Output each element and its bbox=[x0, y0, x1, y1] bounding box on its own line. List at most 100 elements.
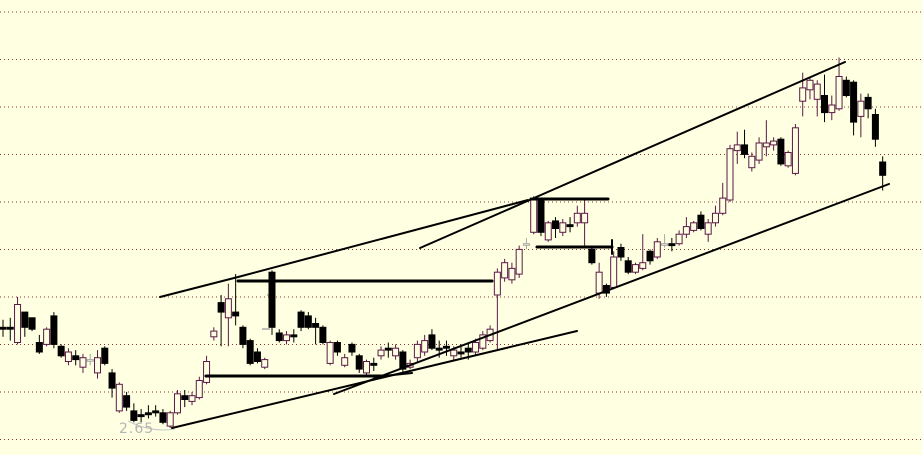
candle-body bbox=[304, 315, 312, 328]
candle-body bbox=[94, 357, 102, 374]
candle-body bbox=[799, 87, 807, 102]
candle-body bbox=[210, 330, 218, 338]
candle-body bbox=[442, 345, 450, 349]
candle-body bbox=[631, 264, 639, 273]
candle-body bbox=[166, 412, 174, 427]
candle-body bbox=[791, 127, 799, 174]
candle-body bbox=[515, 248, 523, 275]
candle-body bbox=[333, 342, 341, 353]
candle-body bbox=[28, 317, 36, 330]
candle-body bbox=[588, 248, 596, 264]
candle-body bbox=[253, 351, 261, 362]
candle-body bbox=[472, 342, 480, 353]
candle-body bbox=[421, 340, 429, 353]
candle-body bbox=[617, 247, 625, 258]
candle-body bbox=[501, 262, 509, 279]
candle-body bbox=[224, 298, 232, 319]
candle-body bbox=[479, 334, 487, 349]
candle-body bbox=[152, 410, 160, 414]
candle-body bbox=[137, 414, 145, 418]
candle-body bbox=[384, 347, 392, 351]
candle-body bbox=[268, 271, 276, 328]
candle-body bbox=[261, 359, 269, 368]
candle-body bbox=[719, 197, 727, 214]
candle-body bbox=[239, 326, 247, 345]
candle-body bbox=[552, 220, 560, 229]
candle-body bbox=[711, 212, 719, 224]
wedge-inner-line bbox=[419, 198, 533, 249]
candle-body bbox=[173, 393, 181, 414]
candle-body bbox=[682, 226, 690, 235]
candle-body bbox=[828, 104, 836, 114]
candle-body bbox=[573, 212, 581, 224]
candle-body bbox=[86, 359, 94, 362]
candle-body bbox=[348, 343, 356, 353]
candle-body bbox=[275, 332, 283, 342]
candle-body bbox=[108, 372, 116, 389]
candle-body bbox=[777, 138, 785, 165]
candle-body bbox=[35, 342, 43, 353]
candle-body bbox=[668, 243, 676, 247]
candle-body bbox=[399, 351, 407, 370]
candle-body bbox=[850, 81, 858, 123]
candle-body bbox=[428, 334, 436, 349]
candle-body bbox=[762, 142, 770, 148]
candle-body bbox=[50, 315, 58, 345]
candle-body bbox=[217, 302, 225, 313]
candle-body bbox=[522, 243, 530, 246]
candle-body bbox=[784, 152, 792, 167]
candle-body bbox=[544, 222, 552, 241]
candle-body bbox=[748, 155, 756, 169]
candle-body bbox=[64, 351, 72, 362]
candle-body bbox=[559, 222, 567, 233]
candle-body bbox=[326, 342, 334, 364]
channel-top-line bbox=[533, 61, 846, 199]
candle-body bbox=[493, 271, 501, 296]
candle-body bbox=[57, 345, 65, 357]
candle-body bbox=[312, 323, 320, 328]
candle-body bbox=[821, 95, 829, 114]
candle-body bbox=[806, 79, 814, 91]
candle-body bbox=[413, 343, 421, 359]
candles-layer bbox=[0, 57, 887, 428]
candle-body bbox=[283, 334, 291, 342]
candle-body bbox=[370, 362, 378, 366]
candle-body bbox=[43, 328, 51, 345]
candle-body bbox=[363, 361, 370, 374]
candle-body bbox=[537, 199, 545, 233]
candle-body bbox=[653, 241, 661, 258]
candle-body bbox=[697, 214, 705, 229]
candle-body bbox=[115, 383, 123, 412]
trendlines-layer bbox=[159, 61, 890, 429]
candle-body bbox=[195, 380, 203, 399]
candle-body bbox=[232, 311, 240, 317]
crossing-dash bbox=[373, 372, 413, 378]
candle-body bbox=[704, 222, 712, 235]
candle-body bbox=[14, 304, 22, 343]
candle-body bbox=[661, 243, 669, 246]
gray-curve bbox=[127, 420, 176, 431]
candle-body bbox=[610, 256, 618, 288]
candle-body bbox=[203, 361, 211, 383]
candle-body bbox=[726, 148, 734, 201]
candle-body bbox=[690, 222, 698, 231]
candle-body bbox=[72, 355, 80, 361]
candle-body bbox=[464, 347, 472, 353]
candle-body bbox=[435, 347, 443, 351]
candle-body bbox=[646, 250, 654, 262]
candle-body bbox=[341, 357, 349, 366]
peak-approach-line bbox=[159, 276, 239, 298]
candle-body bbox=[159, 412, 167, 423]
candle-body bbox=[813, 83, 821, 100]
candle-body bbox=[566, 224, 574, 228]
channel-bottom-line bbox=[333, 183, 890, 395]
candle-body bbox=[130, 410, 138, 421]
candle-body bbox=[144, 412, 152, 416]
candle-body bbox=[508, 267, 516, 281]
candle-body bbox=[675, 233, 683, 245]
candle-body bbox=[377, 349, 385, 357]
candle-body bbox=[755, 142, 763, 161]
candle-body bbox=[457, 351, 465, 355]
candle-body bbox=[319, 326, 327, 343]
